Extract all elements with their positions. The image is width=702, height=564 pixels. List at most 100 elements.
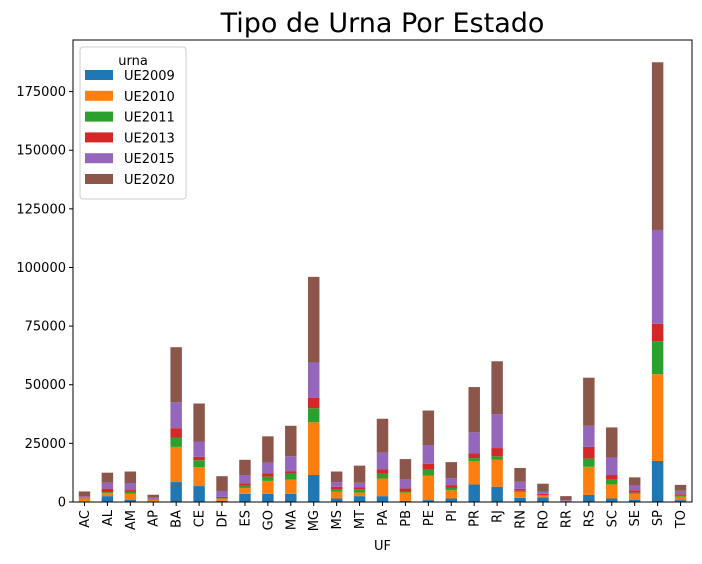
bar-CE-UE2015 [193, 441, 205, 457]
bar-PR-UE2011 [468, 458, 480, 461]
bar-MA-UE2015 [285, 456, 297, 472]
bar-GO-UE2015 [262, 462, 274, 474]
x-tick-label-MG: MG [307, 510, 322, 531]
bar-SE-UE2015 [628, 485, 641, 491]
bar-MG-UE2020 [307, 276, 320, 363]
bar-GO-UE2010 [262, 480, 274, 494]
bar-ES-UE2009 [239, 493, 251, 502]
bar-AM-UE2010 [124, 493, 137, 500]
bar-MG-UE2011 [307, 408, 320, 423]
bar-ES-UE2015 [239, 475, 251, 484]
x-tick-label-DF: DF [216, 510, 231, 528]
bar-AC-UE2015 [78, 496, 91, 498]
bar-SC-UE2015 [606, 457, 618, 476]
bar-RJ-UE2010 [491, 459, 503, 487]
x-tick-label-GO: GO [261, 510, 276, 530]
legend-label-UE2020: UE2020 [124, 173, 175, 188]
bar-RO-UE2015 [537, 491, 549, 494]
x-tick-label-AL: AL [101, 509, 116, 526]
bar-RO-UE2020 [537, 483, 549, 492]
bar-TO-UE2011 [674, 495, 687, 497]
x-axis: AC AL AM AP BA CE DF ES GO MA MG MS MT PA PB PE PI PR RJ RN… [78, 502, 689, 531]
bar-PE-UE2009 [422, 500, 435, 502]
bar-MT-UE2009 [353, 496, 366, 502]
bar-MG-UE2010 [307, 422, 320, 476]
x-tick-label-RJ: RJ [491, 510, 506, 523]
bar-AM-UE2015 [124, 483, 137, 491]
x-tick-label-SP: SP [651, 510, 666, 526]
bar-RN-UE2009 [514, 497, 526, 502]
bar-RO-UE2013 [537, 493, 549, 495]
bar-RO-UE2009 [537, 497, 549, 502]
bar-GO-UE2013 [262, 473, 274, 477]
bar-PR-UE2010 [468, 460, 480, 485]
bar-PA-UE2020 [376, 418, 389, 453]
bar-PR-UE2009 [468, 484, 480, 502]
legend-swatch-UE2011 [85, 111, 113, 122]
bar-RN-UE2010 [514, 491, 526, 498]
bar-RN-UE2015 [514, 481, 526, 489]
bar-MA-UE2013 [285, 471, 297, 474]
x-tick-label-AP: AP [147, 510, 162, 527]
legend-swatch-UE2020 [85, 174, 113, 184]
y-tick-label: 150000 [16, 144, 66, 159]
bar-PB-UE2011 [399, 491, 412, 493]
x-tick-label-MS: MS [330, 510, 345, 529]
bar-RJ-UE2009 [491, 486, 503, 502]
bar-DF-UE2020 [216, 476, 228, 491]
bar-PE-UE2015 [422, 445, 435, 464]
y-axis: 0 25000 50000 75000 100000 125000 150000 175000 [16, 85, 73, 511]
bar-RO-UE2010 [537, 495, 549, 498]
y-tick-label: 100000 [16, 261, 66, 276]
bar-PR-UE2013 [468, 453, 480, 459]
bar-MS-UE2010 [330, 491, 343, 499]
x-tick-label-BA: BA [170, 510, 185, 528]
bar-RS-UE2020 [583, 377, 595, 426]
bar-MA-UE2011 [285, 473, 297, 480]
bar-MS-UE2009 [330, 498, 343, 502]
bar-MT-UE2010 [353, 492, 366, 497]
bar-PI-UE2020 [445, 462, 458, 479]
bar-MT-UE2011 [353, 489, 366, 493]
y-tick-label: 50000 [25, 378, 66, 393]
x-tick-label-AM: AM [124, 510, 139, 530]
legend-swatch-UE2010 [85, 90, 113, 101]
bar-PA-UE2015 [376, 452, 389, 470]
bar-SP-UE2011 [651, 341, 664, 375]
y-tick-label: 0 [58, 496, 66, 511]
legend-label-UE2013: UE2013 [124, 131, 175, 146]
bar-PA-UE2009 [376, 496, 389, 502]
bar-AP-UE2020 [147, 494, 159, 498]
bar-AL-UE2013 [101, 488, 114, 493]
bar-AL-UE2009 [101, 496, 114, 502]
bar-ES-UE2011 [239, 485, 251, 488]
bar-PB-UE2015 [399, 479, 412, 489]
x-tick-label-RS: RS [582, 510, 597, 527]
bar-CE-UE2020 [193, 403, 205, 442]
bar-TO-UE2009 [674, 500, 687, 502]
bar-RN-UE2013 [514, 488, 526, 491]
bar-PE-UE2011 [422, 469, 435, 476]
bar-GO-UE2009 [262, 493, 274, 502]
bar-PA-UE2010 [376, 478, 389, 497]
bar-SE-UE2013 [628, 490, 641, 493]
x-tick-label-PI: PI [445, 510, 460, 522]
bar-AL-UE2020 [101, 472, 114, 483]
x-tick-label-PA: PA [376, 510, 391, 526]
bar-BA-UE2010 [170, 446, 182, 483]
bar-PE-UE2020 [422, 410, 435, 446]
y-tick-label: 175000 [16, 85, 66, 100]
y-tick-label: 75000 [25, 320, 66, 335]
legend-label-UE2010: UE2010 [124, 90, 175, 105]
bar-SE-UE2010 [628, 493, 641, 500]
legend-label-UE2011: UE2011 [124, 111, 175, 126]
x-tick-label-AC: AC [78, 510, 93, 528]
bar-BA-UE2015 [170, 402, 182, 429]
bar-GO-UE2020 [262, 436, 274, 463]
legend-title: urna [118, 54, 148, 69]
bars-group [78, 62, 687, 502]
bar-MA-UE2009 [285, 493, 297, 502]
x-tick-label-RO: RO [536, 510, 551, 529]
bar-SP-UE2013 [651, 323, 664, 342]
x-tick-label-PB: PB [399, 510, 414, 527]
